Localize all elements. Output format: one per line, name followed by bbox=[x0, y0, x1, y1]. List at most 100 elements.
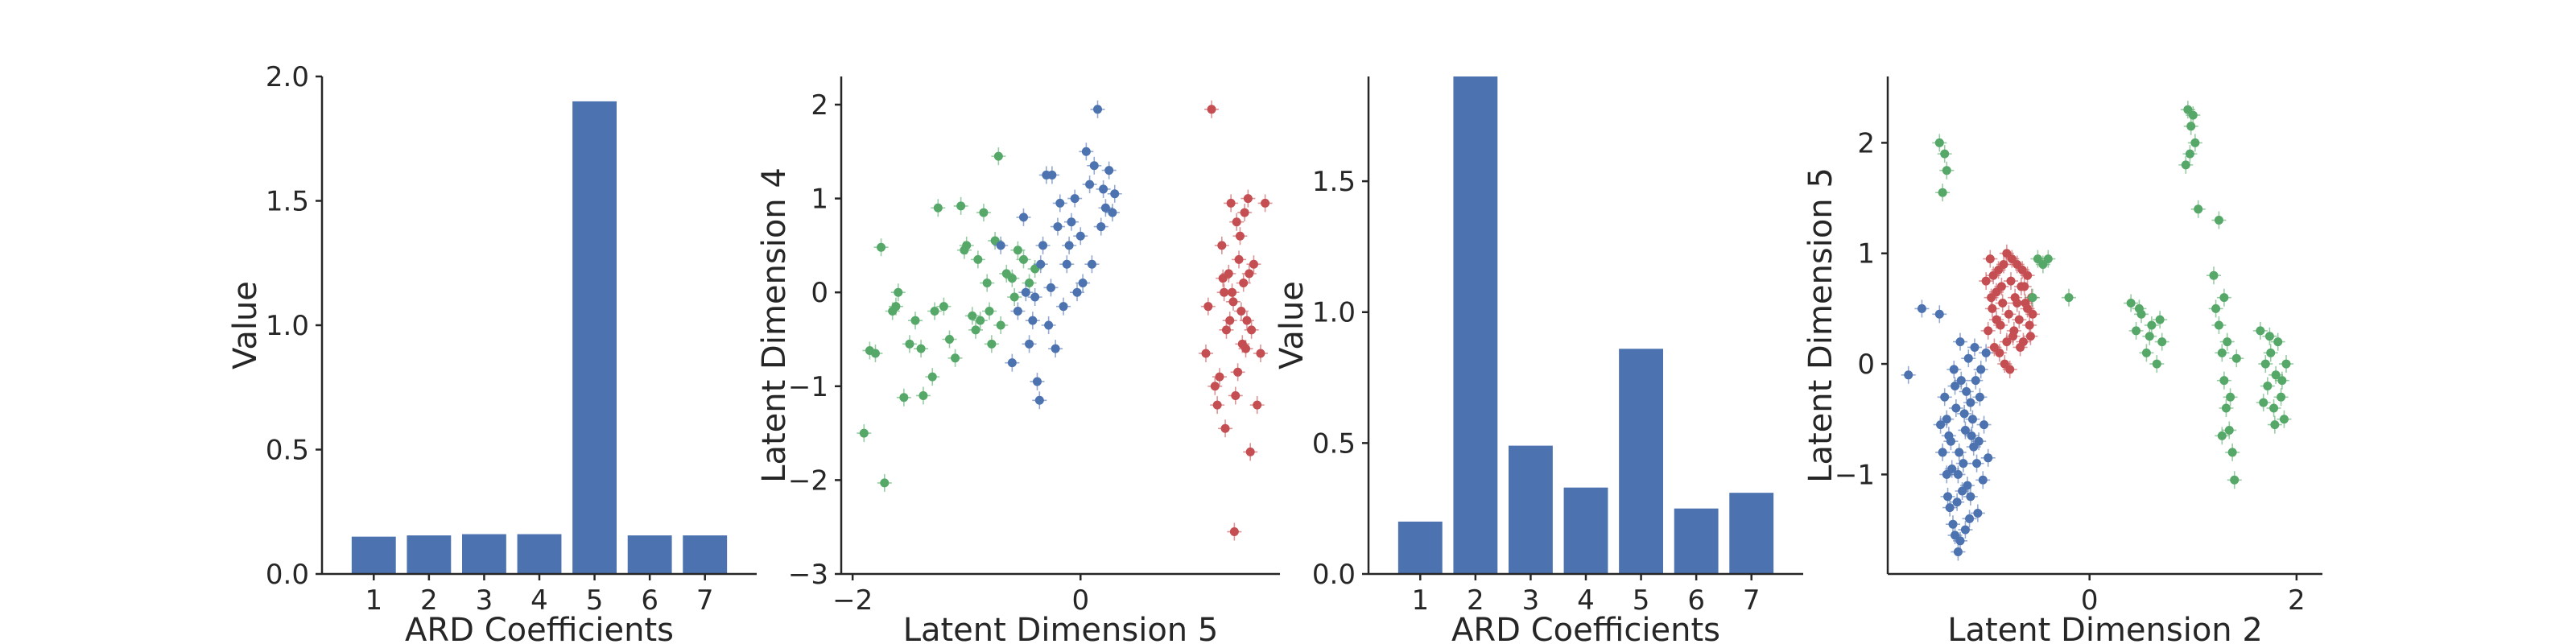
data-point bbox=[2227, 471, 2242, 489]
point-marker bbox=[1047, 170, 1057, 180]
point-marker bbox=[2013, 259, 2022, 269]
data-point bbox=[927, 302, 943, 320]
data-point bbox=[914, 340, 929, 358]
data-point bbox=[2273, 388, 2289, 407]
data-point bbox=[1959, 382, 1974, 401]
x-tick-label: 7 bbox=[1743, 584, 1761, 617]
data-point bbox=[1208, 377, 1223, 395]
data-point bbox=[2219, 332, 2235, 351]
data-point bbox=[947, 349, 963, 367]
point-marker bbox=[1938, 448, 1947, 457]
point-marker bbox=[1236, 307, 1246, 316]
point-marker bbox=[1089, 161, 1099, 171]
point-marker bbox=[1975, 392, 1984, 402]
point-marker bbox=[2017, 265, 2027, 275]
point-marker bbox=[1225, 316, 1235, 325]
data-point bbox=[1075, 274, 1091, 292]
point-marker bbox=[1096, 222, 1106, 232]
data-point bbox=[1010, 241, 1026, 259]
data-point bbox=[1241, 264, 1257, 283]
data-point bbox=[982, 302, 997, 320]
point-marker bbox=[962, 241, 972, 250]
data-point bbox=[925, 368, 940, 386]
data-point bbox=[890, 283, 906, 302]
point-marker bbox=[1948, 519, 1958, 529]
point-marker bbox=[1999, 259, 2008, 269]
data-point bbox=[1027, 288, 1042, 307]
point-marker bbox=[1028, 316, 1038, 325]
point-marker bbox=[1992, 287, 2001, 297]
point-marker bbox=[1212, 400, 1222, 410]
data-point bbox=[2142, 327, 2157, 345]
point-marker bbox=[2219, 293, 2229, 303]
data-point bbox=[993, 236, 1009, 254]
y-tick-label: 0 bbox=[1857, 349, 1875, 381]
data-point bbox=[1010, 302, 1026, 320]
data-point bbox=[1056, 297, 1071, 316]
point-marker bbox=[2209, 270, 2219, 280]
point-marker bbox=[993, 151, 1003, 161]
data-point bbox=[2178, 155, 2194, 174]
data-point bbox=[1005, 353, 1020, 372]
point-marker bbox=[916, 344, 926, 353]
data-point bbox=[1969, 454, 1984, 473]
data-point bbox=[1084, 255, 1100, 274]
data-point bbox=[1232, 250, 1247, 269]
data-point bbox=[2149, 355, 2165, 374]
point-marker bbox=[1025, 339, 1034, 349]
data-point bbox=[936, 297, 952, 316]
x-tick-label: 1 bbox=[365, 584, 382, 617]
data-point bbox=[868, 344, 883, 362]
data-point bbox=[2041, 250, 2056, 268]
point-marker bbox=[973, 254, 983, 264]
data-point bbox=[2267, 415, 2282, 434]
point-marker bbox=[1242, 316, 1252, 325]
point-marker bbox=[1938, 188, 1947, 197]
point-marker bbox=[1081, 147, 1091, 156]
data-point bbox=[1246, 255, 1261, 274]
data-point bbox=[915, 386, 931, 405]
data-point bbox=[1050, 217, 1065, 236]
point-marker bbox=[919, 390, 928, 400]
data-point bbox=[1229, 213, 1245, 231]
data-point bbox=[2023, 327, 2038, 345]
point-marker bbox=[1981, 276, 1991, 286]
point-marker bbox=[1966, 492, 1975, 502]
point-marker bbox=[927, 372, 937, 382]
point-marker bbox=[1951, 530, 1960, 540]
data-point bbox=[1236, 274, 1251, 292]
data-point bbox=[959, 236, 974, 254]
data-point bbox=[1243, 443, 1258, 461]
point-marker bbox=[2016, 342, 2025, 352]
point-marker bbox=[1021, 287, 1030, 297]
data-point bbox=[2012, 311, 2027, 329]
point-marker bbox=[1110, 189, 1120, 199]
data-point bbox=[1932, 134, 1947, 152]
point-marker bbox=[1229, 527, 1239, 537]
x-tick-label: 5 bbox=[1633, 584, 1650, 617]
point-marker bbox=[1064, 241, 1074, 250]
data-point bbox=[1025, 312, 1040, 330]
data-point bbox=[2225, 443, 2240, 461]
point-marker bbox=[2023, 303, 2033, 313]
x-tick-label: 2 bbox=[2288, 584, 2306, 617]
point-marker bbox=[1953, 469, 1963, 479]
y-tick-label: 1.0 bbox=[1312, 297, 1356, 329]
data-point bbox=[970, 250, 985, 269]
data-point bbox=[1933, 415, 1948, 434]
data-point bbox=[1951, 465, 1966, 484]
data-point bbox=[2256, 394, 2271, 412]
data-point bbox=[1253, 344, 1268, 362]
data-point bbox=[964, 307, 980, 325]
data-point bbox=[2004, 272, 2018, 291]
data-point bbox=[1996, 255, 2011, 274]
point-marker bbox=[1051, 344, 1060, 353]
data-point bbox=[1030, 372, 1045, 390]
point-marker bbox=[2020, 282, 2029, 291]
point-marker bbox=[2271, 370, 2281, 380]
point-marker bbox=[982, 279, 992, 288]
point-marker bbox=[1960, 525, 1970, 535]
point-marker bbox=[2000, 359, 2009, 369]
y-tick-label: 0.0 bbox=[266, 559, 309, 591]
point-marker bbox=[1018, 213, 1028, 222]
